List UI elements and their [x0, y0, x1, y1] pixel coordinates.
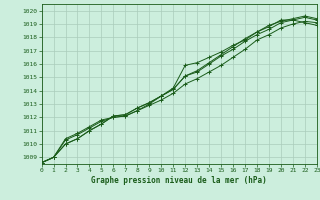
X-axis label: Graphe pression niveau de la mer (hPa): Graphe pression niveau de la mer (hPa) — [91, 176, 267, 185]
